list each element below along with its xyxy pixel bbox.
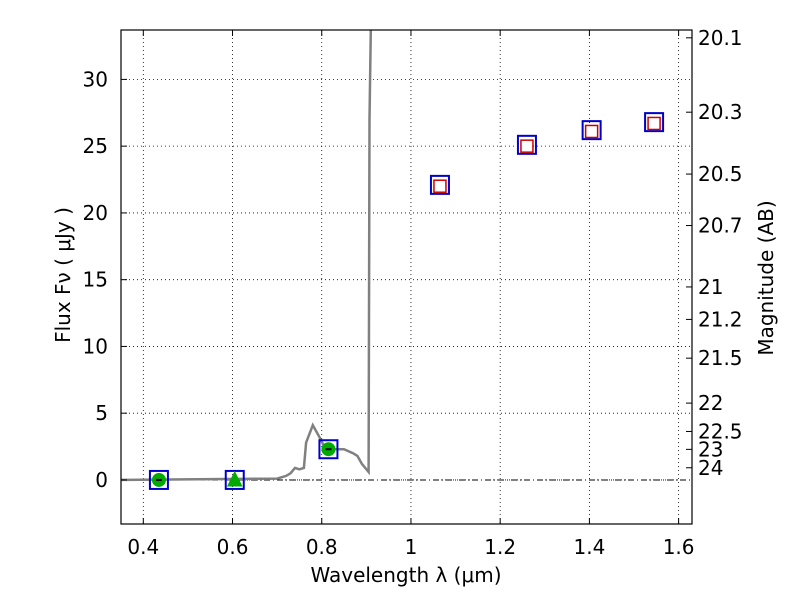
magnitude-tick-label: 21.5 bbox=[698, 346, 743, 370]
y-tick-label: 20 bbox=[83, 201, 108, 225]
model-flux-square bbox=[647, 116, 661, 131]
observed-flux-square bbox=[318, 439, 339, 460]
observed-flux-square bbox=[516, 134, 537, 155]
model-flux-square bbox=[520, 139, 534, 153]
x-tick-label: 1 bbox=[405, 535, 418, 559]
data-markers bbox=[148, 112, 665, 490]
magnitude-tick-label: 24 bbox=[698, 456, 723, 480]
magnitude-tick-label: 20.3 bbox=[698, 100, 743, 124]
observed-flux-square bbox=[148, 469, 169, 490]
magnitude-axis-label: Magnitude (AB) bbox=[754, 200, 778, 355]
x-tick-label: 1.2 bbox=[484, 535, 516, 559]
magnitude-tick-label: 21.2 bbox=[698, 307, 743, 331]
y-tick-label: 25 bbox=[83, 134, 108, 158]
x-tick-label: 0.8 bbox=[306, 535, 338, 559]
model-flux-square bbox=[433, 179, 447, 193]
x-tick-label: 1.4 bbox=[573, 535, 605, 559]
magnitude-tick-label: 21 bbox=[698, 275, 723, 299]
magnitude-tick-label: 20.5 bbox=[698, 162, 743, 186]
y-axis-label: Flux Fν ( μJy ) bbox=[51, 207, 75, 343]
y-tick-label: 0 bbox=[95, 468, 108, 492]
observed-flux-square bbox=[581, 120, 602, 141]
magnitude-tick-label: 22.5 bbox=[698, 419, 743, 443]
observed-flux-square bbox=[644, 112, 665, 133]
x-tick-label: 1.6 bbox=[663, 535, 695, 559]
x-tick-label: 0.4 bbox=[127, 535, 159, 559]
upper-limit-triangle bbox=[226, 470, 243, 487]
plot-frame bbox=[120, 29, 693, 525]
magnitude-tick-label: 22 bbox=[698, 391, 723, 415]
x-axis-label: Wavelength λ (μm) bbox=[310, 563, 501, 587]
model-flux-square bbox=[584, 124, 599, 139]
y-tick-label: 10 bbox=[83, 334, 108, 358]
magnitude-tick-label: 23 bbox=[698, 437, 723, 461]
observed-flux-square bbox=[429, 174, 450, 195]
x-tick-label: 0.6 bbox=[217, 535, 249, 559]
magnitude-tick-label: 20.7 bbox=[698, 214, 743, 238]
y-tick-label: 5 bbox=[95, 401, 108, 425]
magnitude-tick-label: 20.1 bbox=[698, 26, 743, 50]
axis-ticks: 0.4 0.6 0.8 1 1.2 1.4 1.6 0 5 10 15 20 25 30 20.1 20.3 2… bbox=[83, 26, 743, 559]
y-tick-label: 30 bbox=[83, 67, 108, 91]
model-spectrum-line bbox=[120, 29, 373, 482]
y-tick-label: 15 bbox=[83, 268, 108, 292]
